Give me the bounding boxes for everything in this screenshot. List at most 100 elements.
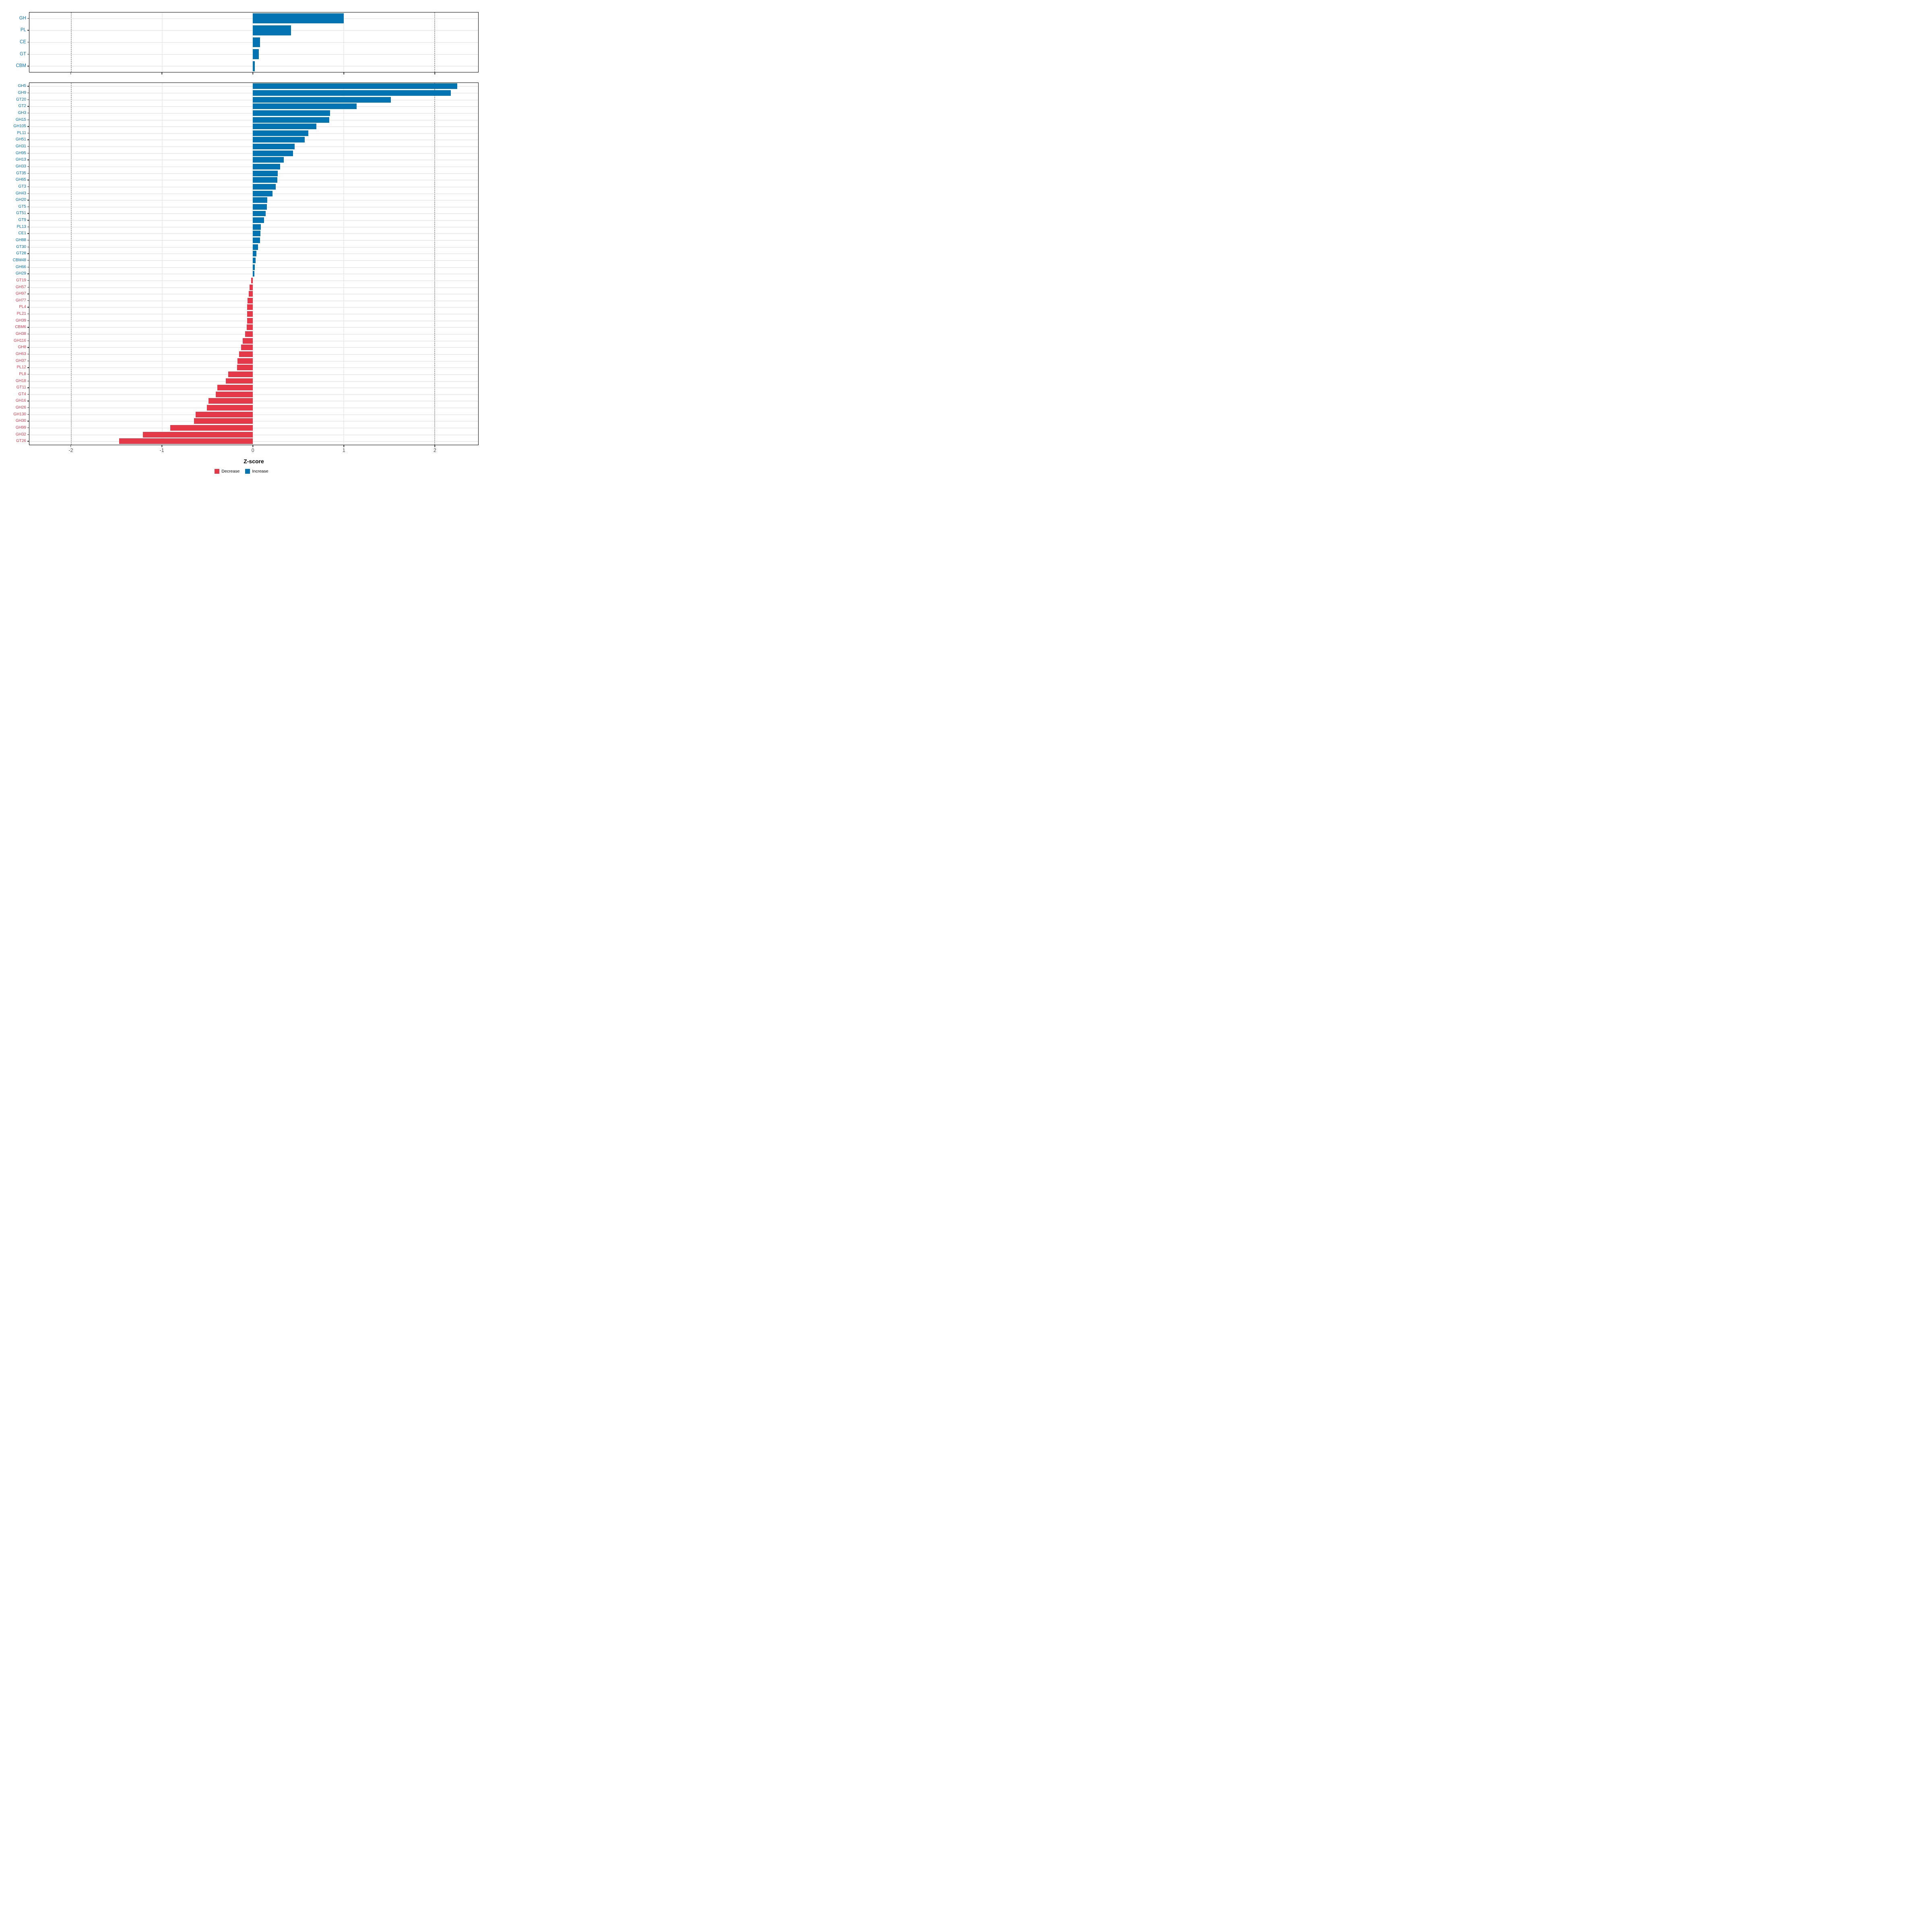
bar-GH97 [248,291,253,297]
bar-row-GH30: GH30 [16,418,478,425]
bar-GH32 [143,431,253,438]
y-tick-GH26 [27,407,29,408]
x-tick-mark--1 [161,445,162,447]
category-label-GH116: GH116 [14,338,26,343]
bar-GH95 [253,150,293,156]
bar-GH39 [247,318,253,324]
bar-GH43 [253,190,272,196]
bar-row-PL11: PL11 [17,130,478,136]
bar-row-GT4: GT4 [19,391,478,398]
bar-GH38 [245,331,253,337]
bar-PL8 [228,371,253,377]
y-tick-GH97 [27,293,29,294]
y-tick-GH43 [27,193,29,194]
category-label-GH38: GH38 [15,332,26,336]
bar-row-GT35: GT35 [16,170,478,177]
bar-GH15 [253,117,329,123]
x-tick-mark--1 [161,72,162,74]
figure: GH PL CE GT CBM GH5 GH9 GT20 GT2 GH3 GH15 GH105 PL1… [0,0,483,483]
y-tick-CBM6 [27,327,29,328]
horizontal-gridline [29,441,478,442]
bar-row-GT28: GT28 [16,250,478,257]
category-label-GT5: GT5 [18,204,26,209]
bar-GT4 [215,391,253,397]
bar-row-GH31: GH31 [16,143,478,150]
bar-CBM48 [253,257,256,263]
y-tick-GT20 [27,99,29,100]
bar-row-CE1: CE1 [19,230,478,237]
bar-row-PL12: PL12 [17,364,478,371]
category-label-GH9: GH9 [18,90,26,95]
bar-row-GH5: GH5 [18,83,478,90]
bar-GT28 [253,251,257,257]
category-label-GH39: GH39 [15,318,26,323]
bar-GH66 [253,264,255,270]
category-label-GT26: GT26 [16,439,26,444]
bar-GH37 [237,358,253,364]
y-tick-PL12 [27,367,29,368]
bar-row-GH97: GH97 [16,291,478,297]
category-label-PL11: PL11 [17,130,26,135]
bar-row-GH51: GH51 [16,136,478,143]
bar-row-GH43: GH43 [16,190,478,197]
bar-GH26 [207,405,253,411]
category-label-GH66: GH66 [15,264,26,269]
bar-GT [253,49,259,59]
x-tick-label-1: 1 [342,448,345,453]
category-label-GH88: GH88 [15,238,26,243]
y-tick-GH33 [27,166,29,167]
category-label-GH31: GH31 [15,144,26,149]
category-label-GT20: GT20 [16,97,26,102]
category-label-GH: GH [19,16,26,21]
bar-GT26 [119,438,253,444]
category-label-GH32: GH32 [15,432,26,437]
horizontal-gridline [29,354,478,355]
bar-PL13 [253,224,261,230]
category-label-PL8: PL8 [19,372,26,376]
category-label-GH130: GH130 [13,412,26,417]
category-label-GT35: GT35 [16,171,26,175]
x-tick-label-0: 0 [251,448,254,453]
bar-row-CBM48: CBM48 [13,257,478,264]
category-label-PL: PL [20,27,26,33]
category-label-GH51: GH51 [15,137,26,142]
category-label-GH29: GH29 [15,271,26,276]
bar-GH13 [253,157,284,163]
bar-GH99 [170,425,253,431]
bar-GH77 [247,297,253,303]
bar-GH57 [250,284,253,290]
category-label-PL21: PL21 [17,312,26,316]
y-tick-GH5 [27,86,29,87]
y-tick-GT5 [27,206,29,207]
category-label-GH15: GH15 [15,117,26,122]
bar-GH33 [253,164,280,169]
bar-row-GT11: GT11 [17,384,478,391]
cazyme-family-panel: GH5 GH9 GT20 GT2 GH3 GH15 GH105 PL11 GH51 GH31 GH9… [13,83,479,445]
category-label-GH43: GH43 [15,191,26,196]
category-label-GT9: GT9 [18,218,26,223]
bar-row-GH88: GH88 [16,237,478,244]
legend-item-decrease: Decrease [215,469,239,474]
y-tick-GH8 [27,347,29,348]
bar-row-CE: CE [20,36,478,48]
y-tick-GT26 [27,441,29,442]
category-label-GH8: GH8 [18,345,26,350]
category-label-GT11: GT11 [16,385,26,390]
bar-PL4 [247,304,253,310]
legend-label-decrease: Decrease [221,469,240,474]
category-label-GH63: GH63 [15,351,26,356]
horizontal-gridline [29,374,478,375]
bar-row-GH16: GH16 [16,398,478,405]
category-label-GH105: GH105 [13,124,26,129]
bar-GH29 [253,271,254,277]
bar-CBM6 [247,324,253,330]
bar-row-GH18: GH18 [16,378,478,384]
category-label-GH5: GH5 [18,84,26,89]
category-label-PL12: PL12 [17,365,26,370]
bar-row-GH37: GH37 [16,357,478,364]
bar-GH5 [253,83,458,89]
bar-row-GH99: GH99 [16,425,478,431]
bar-GT3 [253,184,276,190]
bar-row-GH: GH [19,12,478,25]
horizontal-gridline [29,394,478,395]
